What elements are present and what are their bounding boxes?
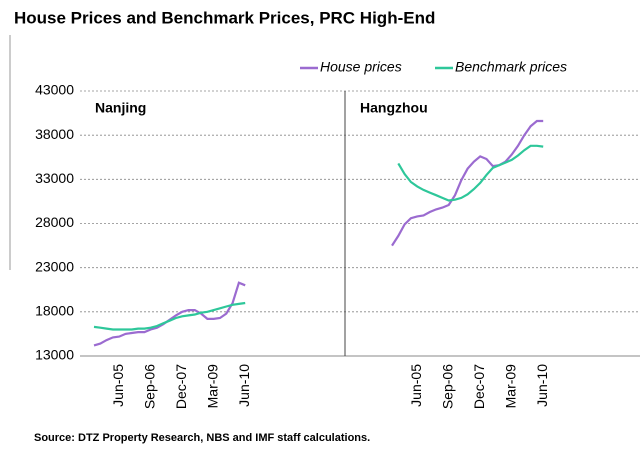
- x-tick-label: Sep-06: [439, 364, 455, 409]
- panel-title: Hangzhou: [360, 100, 428, 116]
- y-tick-label: 18000: [35, 303, 74, 319]
- x-tick-label: Mar-09: [502, 364, 518, 409]
- y-tick-label: 23000: [35, 258, 74, 274]
- series-line: [93, 301, 246, 331]
- x-tick-label: Jun-10: [534, 364, 550, 407]
- x-tick-label: Jun-05: [408, 364, 424, 407]
- series-line: [93, 281, 246, 347]
- chart-title: House Prices and Benchmark Prices, PRC H…: [14, 8, 435, 27]
- series-line: [391, 119, 544, 247]
- y-tick-label: 43000: [35, 82, 74, 98]
- panel-title: Nanjing: [95, 100, 146, 116]
- y-tick-label: 13000: [35, 347, 74, 363]
- y-tick-label: 38000: [35, 126, 74, 142]
- legend-label: House prices: [320, 59, 402, 75]
- y-tick-label: 33000: [35, 170, 74, 186]
- x-tick-label: Dec-07: [471, 364, 487, 409]
- series-line: [397, 144, 544, 202]
- x-tick-label: Mar-09: [204, 364, 220, 409]
- x-tick-label: Dec-07: [173, 364, 189, 409]
- x-tick-label: Jun-05: [110, 364, 126, 407]
- x-tick-label: Jun-10: [236, 364, 252, 407]
- source-note: Source: DTZ Property Research, NBS and I…: [34, 432, 370, 444]
- y-tick-label: 28000: [35, 214, 74, 230]
- x-tick-label: Sep-06: [141, 364, 157, 409]
- legend-label: Benchmark prices: [455, 59, 567, 75]
